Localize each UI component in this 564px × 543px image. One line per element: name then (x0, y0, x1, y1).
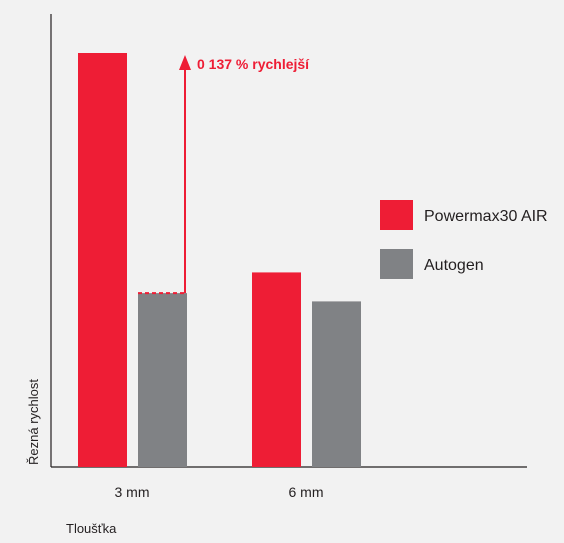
legend: Powermax30 AIR Autogen (380, 200, 548, 279)
x-tick-label: 6 mm (289, 484, 324, 500)
legend-label-powermax: Powermax30 AIR (424, 208, 548, 225)
bars-group (78, 53, 361, 467)
x-tick-labels: 3 mm 6 mm (115, 484, 324, 500)
legend-swatch-powermax (380, 200, 413, 230)
annotation-group: 0 137 % rychlejší (138, 55, 310, 295)
bar-powermax-0 (78, 53, 127, 467)
bar-autogen-1 (312, 301, 361, 467)
legend-label-autogen: Autogen (424, 257, 484, 274)
y-axis-label: Řezná rychlost (26, 379, 41, 465)
bar-autogen-0 (138, 293, 187, 467)
annotation-label: 0 137 % rychlejší (197, 56, 310, 72)
legend-swatch-autogen (380, 249, 413, 279)
annotation-arrow-head (179, 55, 191, 70)
x-axis-label: Tloušťka (66, 521, 117, 536)
bar-powermax-1 (252, 272, 301, 467)
x-tick-label: 3 mm (115, 484, 150, 500)
